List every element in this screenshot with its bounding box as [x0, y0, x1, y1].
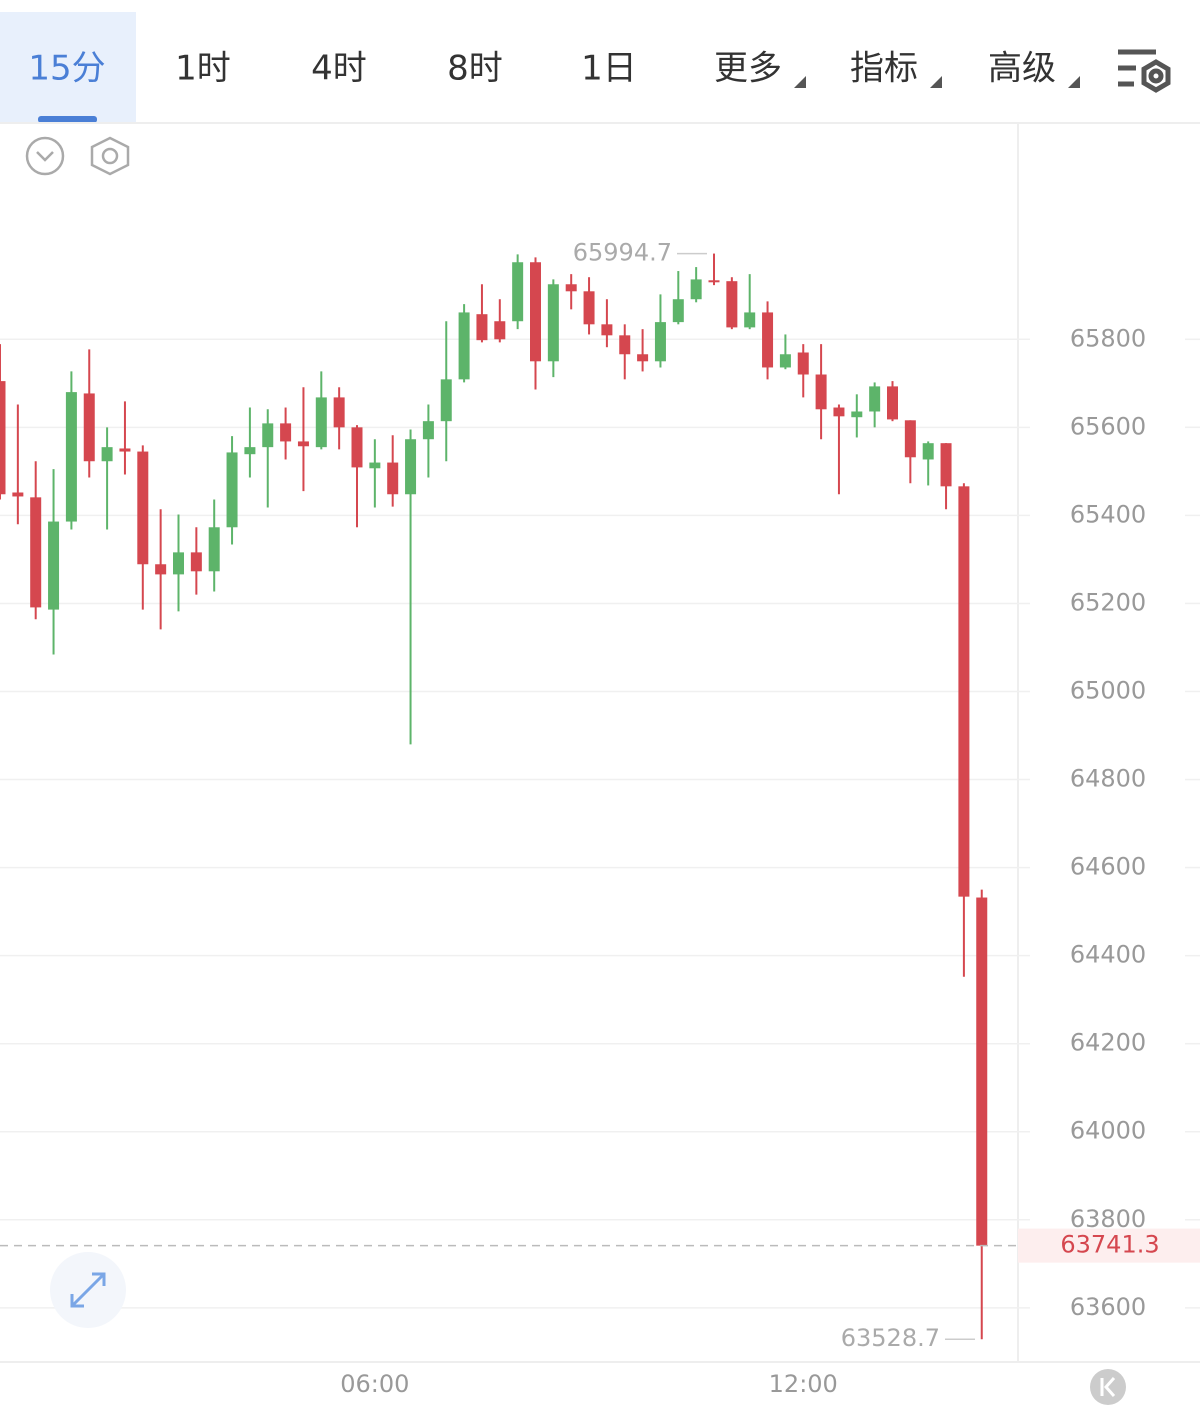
candle-body — [779, 354, 791, 368]
candle-body — [30, 497, 42, 608]
y-tick-label: 65000 — [1070, 676, 1146, 704]
candle-body — [512, 262, 524, 322]
candle-body — [387, 462, 399, 495]
candle-body — [458, 312, 470, 380]
candle-body — [690, 279, 702, 300]
candle-body — [119, 448, 131, 452]
candle-body — [851, 411, 863, 418]
tab[interactable]: 1时 — [175, 49, 231, 89]
candle-body — [494, 321, 506, 340]
candle-body — [244, 447, 256, 455]
candle-body — [262, 423, 274, 448]
tab[interactable]: 1日 — [581, 49, 637, 89]
y-tick-label: 63600 — [1070, 1293, 1146, 1321]
y-tick-label: 65600 — [1070, 412, 1146, 440]
candle-body — [155, 564, 167, 575]
candle-body — [530, 262, 541, 362]
candle-body — [351, 427, 363, 468]
candle-body — [708, 280, 720, 283]
candle-body — [833, 407, 845, 417]
max-label: 65994.7 — [573, 239, 672, 267]
candle-body — [280, 423, 292, 442]
candle-body — [797, 352, 809, 375]
x-tick-label: 12:00 — [769, 1370, 838, 1398]
dropdown-caret — [1068, 76, 1080, 88]
settings-icon[interactable] — [1118, 49, 1171, 93]
dropdown-caret — [794, 76, 806, 88]
candle-body — [137, 451, 149, 565]
expand-icon[interactable] — [50, 1252, 126, 1328]
tab[interactable]: 高级 — [988, 49, 1056, 89]
candle-body — [762, 312, 774, 368]
candle-body — [297, 441, 309, 447]
collapse-icon[interactable] — [25, 136, 65, 176]
y-tick-label: 64000 — [1070, 1117, 1146, 1145]
candle-body — [173, 552, 184, 575]
candle-body — [922, 443, 934, 460]
dropdown-caret — [930, 76, 942, 88]
active-tab-bg — [0, 12, 136, 123]
candle-body — [958, 486, 970, 897]
candle-body — [0, 381, 6, 495]
y-tick-label: 64200 — [1070, 1029, 1146, 1057]
candle-body — [869, 386, 881, 412]
candle-body — [208, 527, 220, 572]
plot: 63600 63800 64000 64200 64400 64600 64800 65000… — [0, 239, 1200, 1398]
candle-body — [315, 397, 327, 448]
y-tick-label: 64800 — [1070, 765, 1146, 793]
candle-body — [815, 374, 827, 410]
y-tick-label: 65800 — [1070, 324, 1146, 352]
candle-body — [654, 322, 666, 362]
candle-body — [940, 443, 952, 487]
last-price-box — [1018, 1228, 1200, 1263]
candle-body — [672, 299, 684, 323]
candle-body — [565, 284, 577, 292]
candle-body — [226, 452, 238, 528]
tab[interactable]: 指标 — [850, 49, 918, 89]
candle-body — [333, 397, 345, 428]
tab[interactable]: 4时 — [311, 49, 367, 89]
candle-body — [422, 421, 434, 440]
x-tick-label: 06:00 — [340, 1370, 409, 1398]
min-label: 63528.7 — [841, 1324, 940, 1352]
candle-body — [744, 312, 756, 328]
last-price-label: 63741.3 — [1060, 1231, 1159, 1259]
candle-body — [190, 552, 202, 572]
y-tick-label: 65400 — [1070, 500, 1146, 528]
candle-body — [369, 462, 381, 469]
candle-body — [476, 314, 488, 341]
candle-body — [583, 291, 595, 325]
candle-body — [976, 897, 988, 1246]
candle-body — [601, 324, 613, 336]
candle-body — [48, 521, 60, 610]
tab-bar: 15分 1时 4时 8时 1日 更多 指标 高级 — [28, 49, 1080, 89]
settings-hex-icon[interactable] — [90, 136, 130, 176]
tab[interactable]: 15分 — [28, 49, 105, 89]
y-tick-label: 64400 — [1070, 941, 1146, 969]
candle-body — [101, 447, 113, 462]
y-tick-label: 63800 — [1070, 1205, 1146, 1233]
candle-body — [65, 392, 77, 522]
scroll-latest-button[interactable] — [1090, 1369, 1126, 1405]
tab[interactable]: 8时 — [447, 49, 503, 89]
candle-body — [405, 439, 417, 495]
tab[interactable]: 更多 — [714, 49, 782, 89]
candle-body — [12, 492, 24, 497]
candle-body — [547, 284, 559, 362]
candle-body — [83, 393, 95, 462]
y-tick-label: 65200 — [1070, 588, 1146, 616]
y-tick-label: 64600 — [1070, 853, 1146, 881]
candle-body — [440, 379, 452, 422]
candle-body — [904, 420, 916, 458]
candle-body — [726, 281, 738, 328]
active-tab-indicator — [38, 116, 97, 123]
candle-body — [637, 354, 649, 362]
candle-body — [887, 386, 898, 420]
candle-body — [619, 335, 631, 355]
